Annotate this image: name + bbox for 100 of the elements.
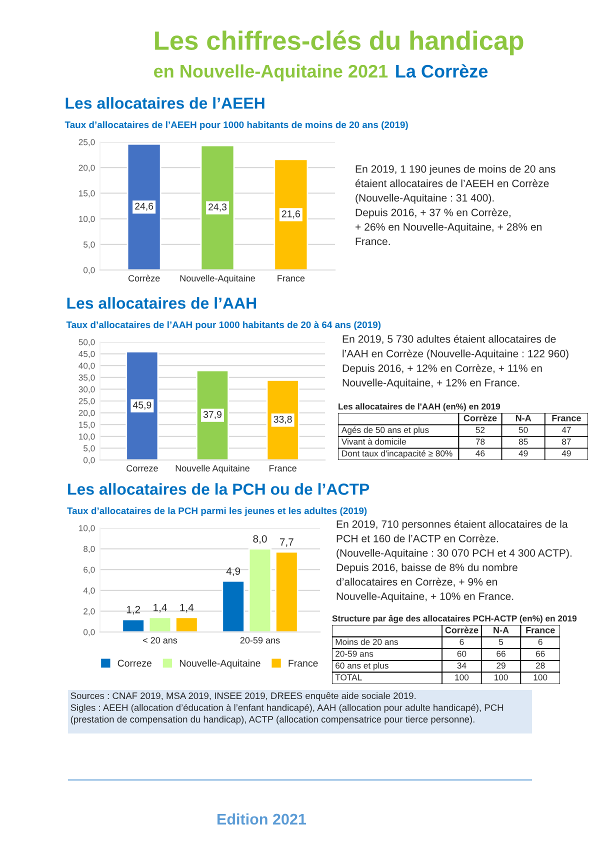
y-tick-label: 20-59 ans bbox=[336, 650, 374, 657]
data-label: 1,2 bbox=[126, 606, 140, 615]
text: en Nouvelle-Aquitaine 2021 bbox=[154, 64, 388, 82]
data-label: 45,9 bbox=[132, 402, 152, 410]
y-tick-label: 35,0 bbox=[78, 374, 95, 382]
data-label: 5 bbox=[498, 639, 504, 646]
y-tick-label: 5,0 bbox=[84, 242, 95, 249]
y-tick-label: 0,0 bbox=[84, 457, 95, 464]
data-label: 21,6 bbox=[282, 210, 300, 218]
x-tick-label: < 20 ans bbox=[143, 637, 178, 644]
bar bbox=[266, 380, 300, 460]
chart-subtitle: Taux d’allocataires de la PCH parmi les jeunes et les adultes (2019) bbox=[67, 507, 367, 516]
data-label: 78 bbox=[476, 438, 485, 445]
bar bbox=[126, 143, 162, 270]
y-tick-label: 60 ans et plus bbox=[336, 662, 388, 670]
bar bbox=[175, 616, 198, 632]
y-tick-label: TOTAL bbox=[335, 674, 362, 680]
y-tick-label: 20,0 bbox=[78, 410, 95, 418]
data-label: 6 bbox=[538, 638, 542, 646]
y-tick-label: 0,0 bbox=[84, 267, 95, 274]
y-tick-label: Moins de 20 ans bbox=[336, 638, 398, 646]
chart-subtitle: Taux d’allocataires de l’AEEH pour 1000 habitants de moins de 20 ans (2019) bbox=[64, 121, 408, 130]
y-tick-label: 50,0 bbox=[78, 339, 95, 346]
data-label: 66 bbox=[536, 650, 545, 657]
legend-label: France bbox=[288, 660, 318, 667]
text: En 2019, 1 190 jeunes de moins de 20 ans étaient allocataires de l’AEEH en Corrèze (Nouvelle-Aquitaine : 31 400). Depuis 2016, + 37 % en Corrèze, + 26% en Nouvelle-Aquitaine, + 28% en France. bbox=[355, 165, 556, 246]
x-tick-label: Nouvelle Aquitaine bbox=[176, 464, 250, 474]
x-tick-label: France bbox=[278, 275, 305, 282]
x-tick-label: Corrèze bbox=[464, 414, 497, 422]
x-tick-label: France bbox=[270, 465, 296, 472]
y-tick-label: 6,0 bbox=[84, 566, 95, 574]
data-label: 100 bbox=[494, 674, 508, 680]
x-tick-label: Correze bbox=[126, 465, 158, 472]
source-note: Sources : CNAF 2019, MSA 2019, INSEE 2019, DREES enquête aide sociale 2019. Sigles : AEEH (allocation d’éducation à l’enfant handicapé), AAH (allocation pour adulte handicapé), PCH (prestation de compensation du handicap), ACTP (allocation compensatrice pour tierce personne). bbox=[70, 692, 504, 724]
data-label: 49 bbox=[518, 450, 528, 456]
y-tick-label: Vivant à domicile bbox=[341, 438, 406, 445]
y-tick-label: 10,0 bbox=[79, 434, 95, 441]
y-tick-label: 25,0 bbox=[78, 398, 95, 406]
y-tick-label: 40,0 bbox=[78, 362, 95, 370]
data-label: 49 bbox=[562, 450, 571, 456]
data-label: 50 bbox=[518, 426, 528, 433]
text: La Corrèze bbox=[396, 64, 488, 78]
data-label: 85 bbox=[518, 438, 528, 445]
data-label: 60 bbox=[457, 650, 466, 657]
y-tick-label: 15,0 bbox=[79, 190, 95, 198]
bar bbox=[275, 551, 298, 632]
text: Les chiffres-clés du handicap bbox=[155, 30, 524, 56]
chart-title: Les allocataires de l'AAH (en%) en 2019 bbox=[338, 403, 500, 412]
legend-label: Correze bbox=[118, 660, 152, 667]
y-tick-label: Agés de 50 ans et plus bbox=[341, 426, 429, 435]
data-label: 1,4 bbox=[154, 604, 167, 612]
y-tick-label: 20,0 bbox=[78, 164, 95, 172]
data-label: 4,9 bbox=[226, 567, 240, 576]
chart-title: Les allocataires de l’AEEH bbox=[66, 97, 264, 109]
bar bbox=[222, 580, 245, 632]
y-tick-label: 25,0 bbox=[78, 139, 95, 146]
data-label: 6 bbox=[460, 638, 464, 646]
chart-title: Les allocataires de la PCH ou de l’ACTP bbox=[68, 483, 370, 495]
y-tick-label: Dont taux d'incapacité ≥ 80% bbox=[342, 450, 452, 458]
bar bbox=[126, 350, 159, 460]
x-tick-label: Corrèze bbox=[128, 274, 160, 282]
data-label: 33,8 bbox=[274, 416, 292, 424]
text: En 2019, 710 personnes étaient allocataires de la PCH et 160 de l’ACTP en Corrèze. (Nouvelle-Aquitaine : 30 070 PCH et 4 300 ACTP). Depuis 2016, baisse de 8% du nombre d’allocataires en Corrèze, + 9% en Nouvelle-Aquitaine, + 10% en France. bbox=[336, 520, 572, 602]
y-tick-label: 30,0 bbox=[78, 386, 95, 394]
text: Edition 2021 bbox=[218, 813, 306, 825]
y-tick-label: 15,0 bbox=[79, 422, 95, 429]
x-tick-label: Nouvelle-Aquitaine bbox=[180, 274, 255, 284]
bar bbox=[122, 618, 145, 632]
data-label: 24,6 bbox=[135, 202, 154, 211]
bar bbox=[200, 144, 235, 270]
data-label: 29 bbox=[496, 662, 506, 669]
data-label: 1,4 bbox=[180, 604, 194, 612]
y-tick-label: 10,0 bbox=[79, 525, 95, 532]
data-label: 34 bbox=[457, 662, 466, 669]
data-label: 52 bbox=[476, 426, 485, 433]
chart-title: Les allocataires de l’AAH bbox=[67, 297, 256, 309]
data-label: 37,9 bbox=[203, 411, 222, 420]
data-label: 24,3 bbox=[208, 204, 227, 212]
y-tick-label: 4,0 bbox=[83, 588, 95, 595]
legend-label: Nouvelle-Aquitaine bbox=[180, 660, 260, 669]
data-label: 8,0 bbox=[253, 535, 267, 544]
chart-subtitle: Taux d’allocataires de l’AAH pour 1000 habitants de 20 à 64 ans (2019) bbox=[66, 321, 381, 330]
data-label: 28 bbox=[536, 662, 545, 669]
x-tick-label: France bbox=[552, 415, 581, 422]
x-tick-label: France bbox=[526, 627, 555, 634]
text: En 2019, 5 730 adultes étaient allocataires de l’AAH en Corrèze (Nouvelle-Aquitaine : 122 960) Depuis 2016, + 12% en Corrèze, + 11% en Nouvelle-Aquitaine, + 12% en France. bbox=[342, 334, 568, 389]
bar bbox=[248, 548, 272, 632]
data-label: 66 bbox=[496, 650, 506, 657]
y-tick-label: 2,0 bbox=[84, 608, 95, 616]
bar bbox=[196, 370, 230, 460]
data-label: 47 bbox=[562, 426, 571, 433]
y-tick-label: 0,0 bbox=[84, 629, 95, 636]
x-tick-label: Corrèze bbox=[445, 626, 478, 634]
bar bbox=[274, 158, 308, 270]
bar bbox=[148, 616, 172, 632]
data-label: 100 bbox=[455, 674, 469, 680]
data-label: 100 bbox=[534, 674, 548, 680]
data-label: 87 bbox=[562, 438, 571, 445]
data-label: 7,7 bbox=[280, 538, 294, 547]
y-tick-label: 8,0 bbox=[84, 546, 95, 554]
